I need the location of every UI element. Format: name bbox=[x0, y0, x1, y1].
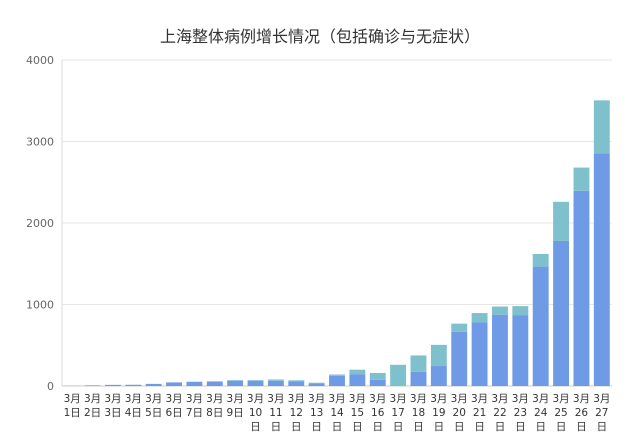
bar-segment-bottom bbox=[594, 153, 610, 386]
bar-segment-top bbox=[512, 306, 528, 315]
bar-segment-top bbox=[492, 307, 508, 315]
bar-segment-top bbox=[574, 168, 590, 191]
bar-segment-bottom bbox=[349, 374, 365, 386]
bar-segment-top bbox=[370, 373, 386, 380]
y-tick-label: 4000 bbox=[26, 54, 54, 67]
bar-segment-bottom bbox=[370, 380, 386, 386]
bar-segment-bottom bbox=[248, 381, 264, 386]
bar-segment-bottom bbox=[186, 382, 202, 386]
bar-segment-bottom bbox=[288, 381, 304, 386]
bar-segment-bottom bbox=[166, 382, 182, 386]
bar-segment-bottom bbox=[105, 385, 121, 386]
bar-segment-top bbox=[451, 324, 467, 332]
bar-segment-bottom bbox=[268, 381, 284, 386]
bar-segment-bottom bbox=[125, 385, 141, 386]
bar-segment-bottom bbox=[451, 332, 467, 386]
bar-segment-bottom bbox=[329, 376, 345, 386]
bar-segment-top bbox=[288, 380, 304, 381]
bar-segment-bottom bbox=[492, 315, 508, 386]
bar-segment-top bbox=[472, 313, 488, 322]
bar-segment-bottom bbox=[207, 381, 223, 386]
bars bbox=[64, 100, 610, 386]
bar-segment-top bbox=[349, 370, 365, 374]
bar-segment-bottom bbox=[85, 385, 101, 386]
bar-segment-top bbox=[329, 375, 345, 376]
bar-segment-bottom bbox=[472, 322, 488, 386]
chart-title: 上海整体病例增长情况（包括确诊与无症状） bbox=[160, 27, 480, 46]
bar-segment-bottom bbox=[574, 191, 590, 386]
y-tick-label: 3000 bbox=[26, 136, 54, 149]
bar-segment-top bbox=[533, 254, 549, 267]
bar-segment-top bbox=[594, 100, 610, 153]
bar-segment-bottom bbox=[431, 366, 447, 386]
bar-segment-top bbox=[411, 355, 427, 371]
bar-segment-top bbox=[553, 202, 569, 241]
bar-segment-top bbox=[431, 345, 447, 366]
y-tick-label: 0 bbox=[47, 380, 54, 393]
bar-segment-top bbox=[309, 383, 325, 384]
bar-segment-bottom bbox=[553, 241, 569, 386]
bar-segment-bottom bbox=[533, 267, 549, 386]
bar-segment-top bbox=[248, 380, 264, 381]
y-tick-label: 2000 bbox=[26, 217, 54, 230]
y-axis: 0 1000 2000 3000 4000 bbox=[26, 54, 54, 393]
bar-segment-top bbox=[390, 365, 406, 386]
bar-segment-bottom bbox=[146, 384, 162, 386]
bar-segment-bottom bbox=[309, 384, 325, 386]
gridlines bbox=[62, 60, 612, 386]
bar-segment-top bbox=[227, 380, 243, 381]
y-tick-label: 1000 bbox=[26, 299, 54, 312]
bar-segment-top bbox=[268, 379, 284, 380]
bar-segment-bottom bbox=[227, 381, 243, 386]
bar-segment-bottom bbox=[512, 315, 528, 386]
bar-segment-bottom bbox=[411, 372, 427, 386]
